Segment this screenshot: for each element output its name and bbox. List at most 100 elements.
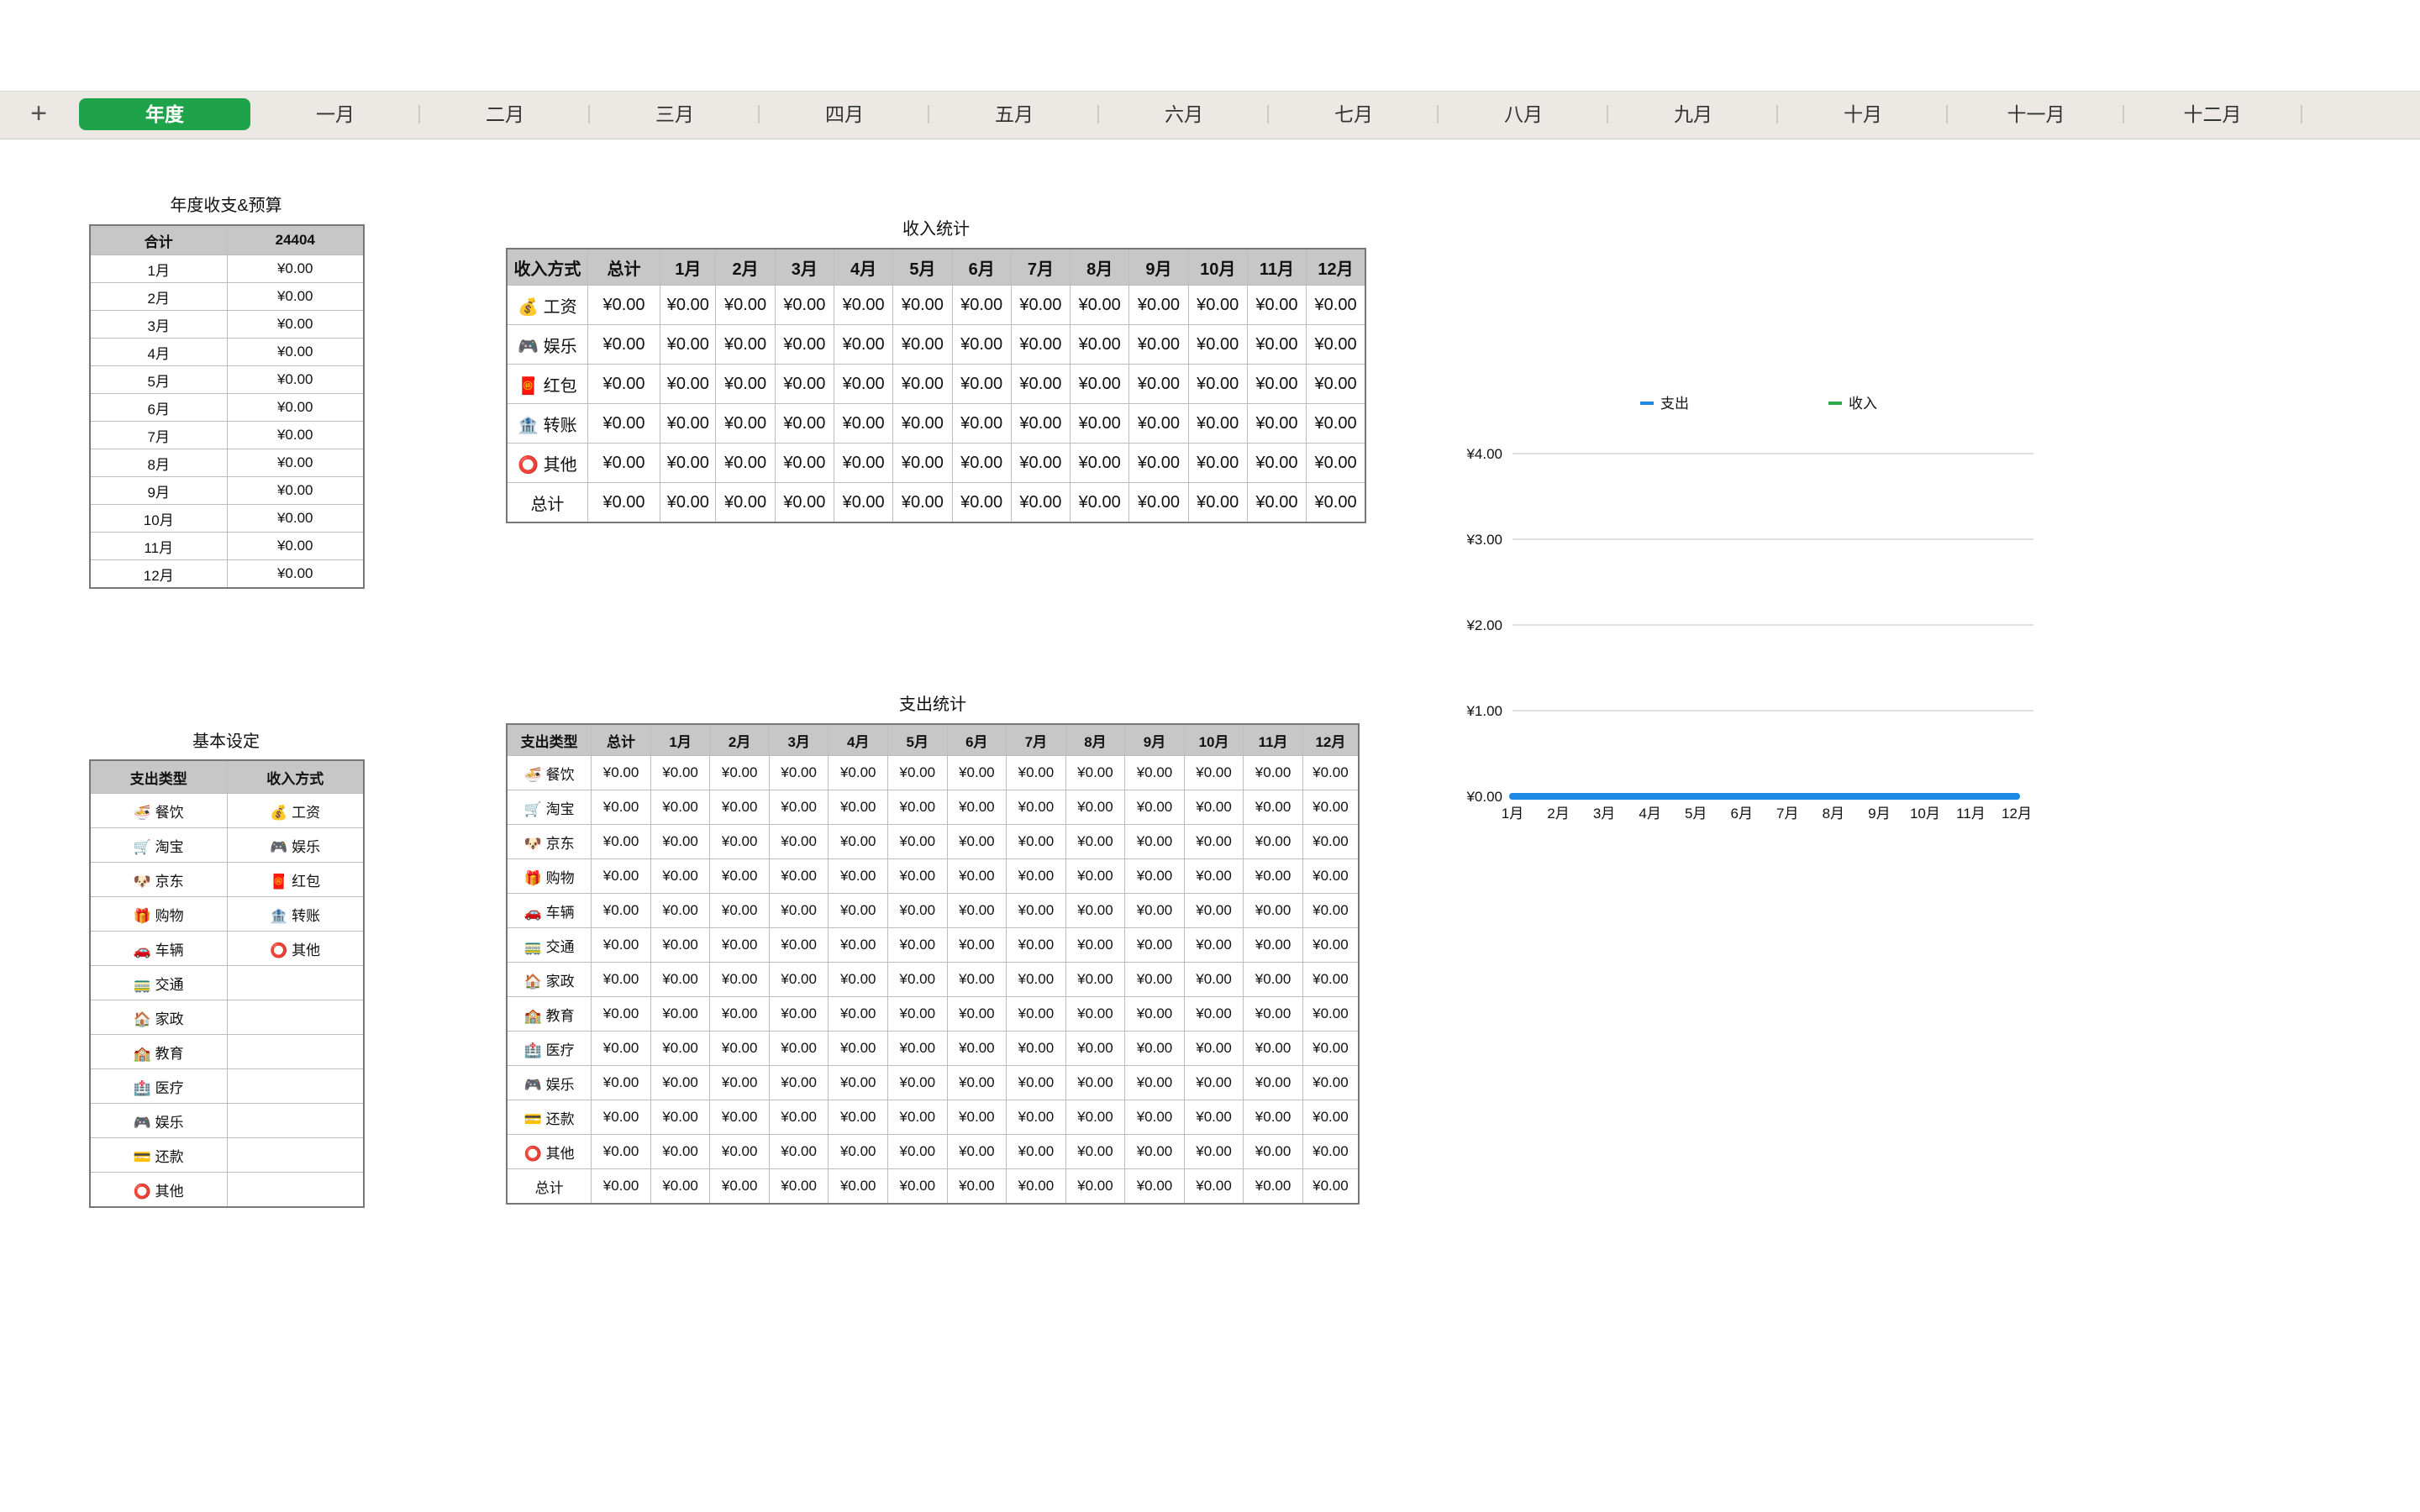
income-method-cell[interactable]: 💰 工资 (226, 793, 365, 828)
tab-annual[interactable]: 年度 (79, 98, 250, 130)
amount-cell[interactable]: ¥0.00 (650, 858, 711, 894)
amount-cell[interactable]: ¥0.00 (887, 1031, 948, 1066)
amount-cell[interactable]: ¥0.00 (1128, 364, 1189, 404)
amount-cell[interactable]: ¥0.00 (1065, 1134, 1126, 1169)
amount-cell[interactable]: ¥0.00 (1243, 1031, 1303, 1066)
amount-cell[interactable]: ¥0.00 (715, 324, 776, 365)
amount-cell[interactable]: ¥0.00 (946, 996, 1007, 1032)
amount-cell[interactable]: ¥0.00 (768, 1134, 829, 1169)
amount-cell[interactable]: ¥0.00 (951, 443, 1012, 483)
amount-cell[interactable]: ¥0.00 (1070, 364, 1130, 404)
expense-type-cell[interactable]: 🏠 家政 (89, 1000, 228, 1035)
amount-cell[interactable]: ¥0.00 (833, 482, 894, 523)
amount-cell[interactable]: ¥0.00 (887, 962, 948, 997)
amount-cell[interactable]: ¥0.00 (591, 824, 651, 859)
amount-cell[interactable]: ¥0.00 (709, 927, 770, 963)
amount-cell[interactable]: ¥0.00 (1243, 1100, 1303, 1135)
amount-cell[interactable]: ¥0.00 (828, 858, 889, 894)
amount-cell[interactable]: ¥0.00 (709, 893, 770, 928)
amount-cell[interactable]: ¥0.00 (768, 1100, 829, 1135)
amount-cell[interactable]: ¥0.00 (768, 1065, 829, 1100)
amount-cell[interactable]: ¥0.00 (650, 1100, 711, 1135)
amount-cell[interactable]: ¥0.00 (1243, 1134, 1303, 1169)
expense-type-cell[interactable]: 💳 还款 (89, 1137, 228, 1173)
amount-cell[interactable]: ¥0.00 (591, 790, 651, 825)
amount-cell[interactable]: ¥0.00 (587, 482, 661, 523)
income-method-cell[interactable] (226, 1034, 365, 1069)
amount-cell[interactable]: ¥0.00 (650, 1168, 711, 1205)
tab-december[interactable]: 十二月 (2183, 103, 2242, 125)
amount-cell[interactable]: ¥0.00 (1243, 1065, 1303, 1100)
amount-cell[interactable]: ¥0.00 (951, 324, 1012, 365)
amount-cell[interactable]: ¥0.00 (774, 482, 834, 523)
tab-may[interactable]: 五月 (995, 103, 1034, 125)
amount-cell[interactable]: ¥0.00 (709, 790, 770, 825)
income-expense-line-chart[interactable]: 支出 收入 ¥0.00 ¥1.00 ¥2.00 ¥3.00 ¥4.00 1月 2月 3月 4月 5… (1428, 370, 2067, 840)
expense-type-cell[interactable]: 🏫 教育 (89, 1034, 228, 1069)
amount-cell[interactable]: ¥0.00 (650, 755, 711, 790)
amount-cell[interactable]: ¥0.00 (1302, 927, 1360, 963)
amount-cell[interactable]: ¥0.00 (591, 962, 651, 997)
amount-cell[interactable]: ¥0.00 (1246, 324, 1307, 365)
amount-cell[interactable]: ¥0.00 (1187, 364, 1248, 404)
amount-cell[interactable]: ¥0.00 (1070, 324, 1130, 365)
amount-cell[interactable]: ¥0.00 (774, 324, 834, 365)
amount-cell[interactable]: ¥0.00 (828, 893, 889, 928)
expense-type-cell[interactable]: 🚗 车辆 (89, 931, 228, 966)
amount-cell[interactable]: ¥0.00 (1302, 1100, 1360, 1135)
amount-cell[interactable]: ¥0.00 (1010, 364, 1071, 404)
expense-type-cell[interactable]: 🎁 购物 (89, 896, 228, 932)
amount-cell[interactable]: ¥0.00 (828, 1100, 889, 1135)
amount-cell[interactable]: ¥0.00 (1006, 1134, 1066, 1169)
amount-cell[interactable]: ¥0.00 (1306, 403, 1366, 444)
amount-cell[interactable]: ¥0.00 (1065, 858, 1126, 894)
amount-cell[interactable]: ¥0.00 (1306, 324, 1366, 365)
amount-cell[interactable]: ¥0.00 (1302, 1168, 1360, 1205)
amount-cell[interactable]: ¥0.00 (1124, 824, 1185, 859)
amount-cell[interactable]: ¥0.00 (1183, 824, 1244, 859)
amount-cell[interactable]: ¥0.00 (1006, 824, 1066, 859)
amount-cell[interactable]: ¥0.00 (946, 858, 1007, 894)
amount-cell[interactable]: ¥0.00 (1010, 443, 1071, 483)
amount-cell[interactable]: ¥0.00 (1006, 1065, 1066, 1100)
amount-cell[interactable]: ¥0.00 (1183, 1134, 1244, 1169)
amount-cell[interactable]: ¥0.00 (1124, 996, 1185, 1032)
amount-cell[interactable]: ¥0.00 (660, 324, 717, 365)
amount-cell[interactable]: ¥0.00 (828, 1031, 889, 1066)
amount-cell[interactable]: ¥0.00 (774, 443, 834, 483)
amount-cell[interactable]: ¥0.00 (887, 790, 948, 825)
amount-cell[interactable]: ¥0.00 (715, 285, 776, 325)
amount-cell[interactable]: ¥0.00 (1306, 364, 1366, 404)
amount-cell[interactable]: ¥0.00 (1124, 1065, 1185, 1100)
amount-cell[interactable]: ¥0.00 (1065, 1065, 1126, 1100)
amount-cell[interactable]: ¥0.00 (946, 927, 1007, 963)
amount-cell[interactable]: ¥0.00 (1183, 962, 1244, 997)
amount-cell[interactable]: ¥0.00 (1187, 482, 1248, 523)
amount-cell[interactable]: ¥0.00 (660, 443, 717, 483)
amount-cell[interactable]: ¥0.00 (1243, 927, 1303, 963)
amount-cell[interactable]: ¥0.00 (774, 285, 834, 325)
tab-august[interactable]: 八月 (1504, 103, 1543, 125)
amount-cell[interactable]: ¥0.00 (1183, 1100, 1244, 1135)
amount-cell[interactable]: ¥0.00 (951, 482, 1012, 523)
amount-cell[interactable]: ¥0.00 (768, 1168, 829, 1205)
amount-cell[interactable]: ¥0.00 (1302, 1134, 1360, 1169)
amount-cell[interactable]: ¥0.00 (1302, 893, 1360, 928)
amount-cell[interactable]: ¥0.00 (591, 893, 651, 928)
amount-cell[interactable]: ¥0.00 (892, 403, 953, 444)
amount-cell[interactable]: ¥0.00 (1065, 996, 1126, 1032)
amount-cell[interactable]: ¥0.00 (1006, 1100, 1066, 1135)
amount-cell[interactable]: ¥0.00 (709, 962, 770, 997)
amount-cell[interactable]: ¥0.00 (774, 403, 834, 444)
amount-cell[interactable]: ¥0.00 (833, 443, 894, 483)
amount-cell[interactable]: ¥0.00 (946, 1134, 1007, 1169)
amount-cell[interactable]: ¥0.00 (1065, 824, 1126, 859)
amount-cell[interactable]: ¥0.00 (1183, 996, 1244, 1032)
amount-cell[interactable]: ¥0.00 (587, 285, 661, 325)
expense-type-cell[interactable]: 🛒 淘宝 (89, 827, 228, 863)
amount-cell[interactable]: ¥0.00 (650, 790, 711, 825)
amount-cell[interactable]: ¥0.00 (828, 996, 889, 1032)
amount-cell[interactable]: ¥0.00 (591, 1031, 651, 1066)
amount-cell[interactable]: ¥0.00 (1246, 403, 1307, 444)
amount-cell[interactable]: ¥0.00 (650, 1065, 711, 1100)
